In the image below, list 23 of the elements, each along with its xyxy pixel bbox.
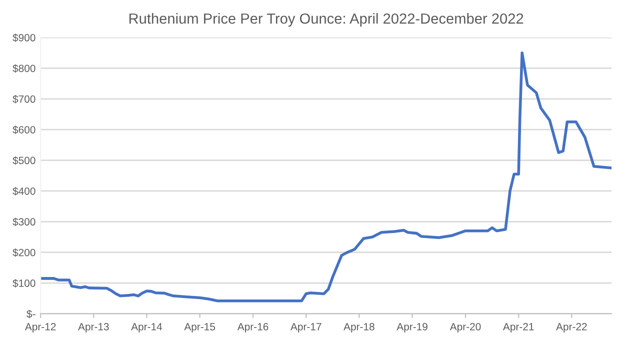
- line-series: [40, 51, 612, 302]
- x-tick-label: Apr-18: [344, 323, 374, 332]
- y-tick-label: $-: [26, 310, 36, 318]
- chart-title: Ruthenium Price Per Troy Ounce: April 2022-December 2022: [129, 13, 524, 27]
- x-tick-label: Apr-21: [502, 323, 534, 332]
- x-tick-label: Apr-15: [184, 323, 216, 332]
- x-tick-label: Apr-13: [78, 323, 109, 332]
- y-tick-label: $100: [12, 279, 36, 288]
- y-tick-label: $500: [12, 156, 36, 165]
- y-tick-label: $800: [12, 64, 36, 73]
- y-tick-label: $300: [12, 218, 36, 226]
- y-tick-label: $900: [12, 34, 36, 42]
- x-tick-label: Apr-12: [24, 323, 56, 332]
- x-tick-label: Apr-16: [237, 323, 268, 332]
- x-tick-label: Apr-19: [396, 323, 428, 332]
- x-tick-label: Apr-14: [131, 323, 162, 332]
- y-tick-label: $200: [12, 248, 36, 257]
- x-tick-label: Apr-20: [450, 323, 481, 332]
- y-tick-label: $400: [12, 187, 36, 196]
- y-tick-label: $600: [12, 126, 36, 134]
- x-tick-label: Apr-17: [290, 323, 322, 332]
- x-tick-label: Apr-22: [556, 323, 587, 332]
- y-tick-label: $700: [12, 94, 36, 104]
